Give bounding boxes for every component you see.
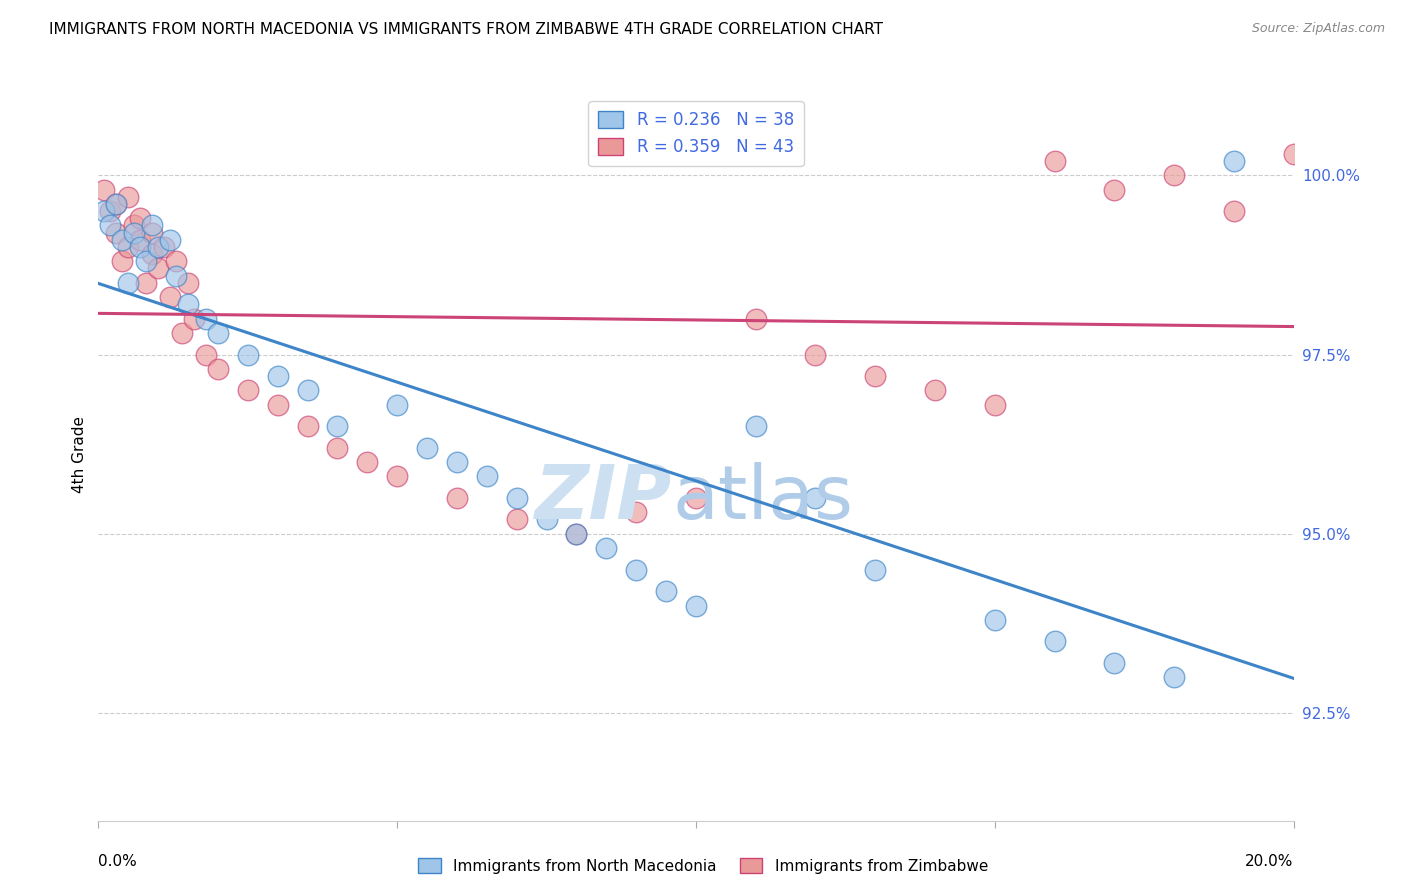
Point [111, 233, 134, 247]
Point [207, 362, 229, 376]
Point [98, 204, 122, 219]
Point [148, 240, 170, 254]
Point [804, 347, 827, 361]
Point [1282, 146, 1305, 161]
Point [624, 563, 647, 577]
Point [141, 219, 163, 233]
Point [141, 226, 163, 240]
Point [1043, 153, 1066, 168]
Point [98, 219, 122, 233]
Point [446, 455, 468, 469]
Point [506, 491, 529, 505]
Point [165, 254, 187, 268]
Point [416, 441, 439, 455]
Text: ZIP: ZIP [534, 462, 672, 535]
Point [194, 347, 218, 361]
Point [595, 541, 617, 556]
Point [745, 419, 768, 434]
Text: 0.0%: 0.0% [98, 854, 138, 869]
Point [536, 512, 558, 526]
Point [177, 297, 200, 311]
Text: 20.0%: 20.0% [1246, 854, 1294, 869]
Point [141, 247, 163, 261]
Text: IMMIGRANTS FROM NORTH MACEDONIA VS IMMIGRANTS FROM ZIMBABWE 4TH GRADE CORRELATIO: IMMIGRANTS FROM NORTH MACEDONIA VS IMMIG… [49, 22, 883, 37]
Point [297, 384, 319, 398]
Point [565, 526, 588, 541]
Point [1163, 168, 1185, 182]
Point [1223, 153, 1246, 168]
Point [1104, 183, 1126, 197]
Point [326, 441, 349, 455]
Point [565, 526, 588, 541]
Point [983, 398, 1005, 412]
Point [93, 183, 115, 197]
Point [655, 584, 678, 599]
Point [983, 613, 1005, 627]
Point [297, 419, 319, 434]
Point [129, 233, 152, 247]
Point [865, 563, 887, 577]
Point [194, 311, 218, 326]
Point [1043, 634, 1066, 648]
Point [267, 369, 290, 384]
Point [446, 491, 468, 505]
Point [267, 398, 290, 412]
Point [117, 276, 139, 290]
Point [177, 276, 200, 290]
Point [385, 398, 409, 412]
Point [685, 491, 707, 505]
Point [475, 469, 498, 483]
Point [148, 261, 170, 276]
Point [685, 599, 707, 613]
Point [924, 384, 946, 398]
Point [745, 311, 768, 326]
Point [236, 347, 259, 361]
Point [105, 197, 128, 211]
Point [159, 233, 181, 247]
Point [326, 419, 349, 434]
Y-axis label: 4th Grade: 4th Grade [72, 417, 87, 493]
Point [135, 276, 157, 290]
Point [172, 326, 194, 340]
Point [624, 505, 647, 519]
Point [1104, 656, 1126, 670]
Point [105, 197, 128, 211]
Point [159, 290, 181, 304]
Legend: Immigrants from North Macedonia, Immigrants from Zimbabwe: Immigrants from North Macedonia, Immigra… [412, 852, 994, 880]
Point [804, 491, 827, 505]
Point [1223, 204, 1246, 219]
Point [1163, 670, 1185, 684]
Point [129, 211, 152, 226]
Point [105, 226, 128, 240]
Point [124, 226, 146, 240]
Text: atlas: atlas [672, 462, 853, 535]
Point [111, 254, 134, 268]
Point [183, 311, 205, 326]
Text: Source: ZipAtlas.com: Source: ZipAtlas.com [1251, 22, 1385, 36]
Point [117, 240, 139, 254]
Point [385, 469, 409, 483]
Point [207, 326, 229, 340]
Point [129, 240, 152, 254]
Point [506, 512, 529, 526]
Legend: R = 0.236   N = 38, R = 0.359   N = 43: R = 0.236 N = 38, R = 0.359 N = 43 [588, 101, 804, 166]
Point [356, 455, 378, 469]
Point [153, 240, 176, 254]
Point [865, 369, 887, 384]
Point [236, 384, 259, 398]
Point [93, 204, 115, 219]
Point [124, 219, 146, 233]
Point [117, 190, 139, 204]
Point [165, 268, 187, 283]
Point [135, 254, 157, 268]
